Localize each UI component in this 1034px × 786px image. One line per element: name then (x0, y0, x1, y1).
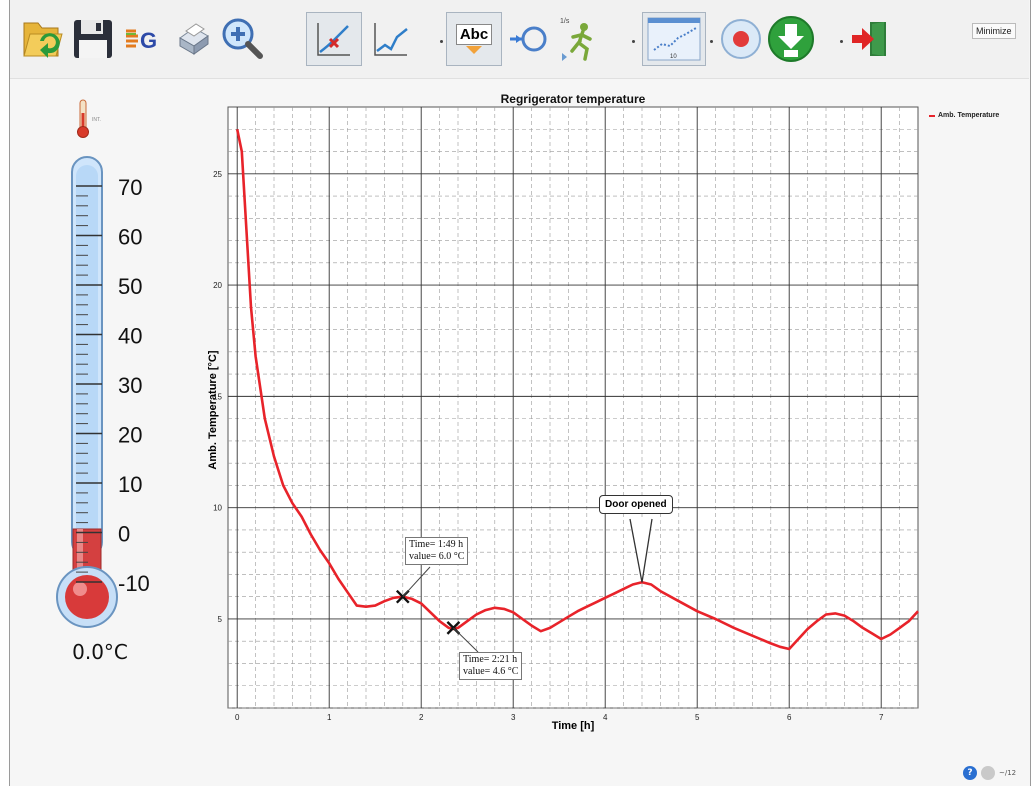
thermometer-scale: 70 60 50 40 30 20 10 0 -10 (76, 175, 150, 596)
x-tick-label: 3 (511, 713, 516, 722)
help-icon[interactable]: ? (963, 766, 977, 780)
chart-cursor-icon (317, 23, 350, 56)
temperature-series-line (235, 129, 919, 651)
record-button[interactable] (716, 10, 766, 68)
thermometer-value: 0.0°C (72, 640, 128, 664)
printer-icon (179, 23, 209, 55)
thermometer-scale-label: 70 (118, 175, 142, 200)
dropdown-dot[interactable] (440, 40, 443, 43)
plot-area (227, 106, 919, 709)
cursor-leader-line (453, 627, 479, 653)
cursor-leader-line (402, 566, 431, 598)
thermometer-icon-label: INT. (92, 117, 101, 123)
thermometer-scale-label: 20 (118, 423, 142, 448)
running-man-icon: 1/s (560, 18, 592, 61)
print-button[interactable] (168, 10, 218, 68)
graph-export-icon: G (126, 28, 157, 53)
thermometer-scale-label: 10 (118, 472, 142, 497)
door-opened-annotation[interactable]: Door opened (599, 495, 673, 514)
x-tick-label: 6 (787, 713, 792, 722)
x-axis-label: Time [h] (551, 720, 595, 732)
dropdown-dot[interactable] (840, 40, 843, 43)
minimize-button[interactable]: Minimize (972, 23, 1016, 39)
cursor-readout-1[interactable]: Time= 1:49 h value= 6.0 °C (405, 537, 469, 565)
legend-label: Amb. Temperature (938, 112, 1000, 119)
thermometer-scale-label: 0 (118, 522, 130, 547)
globe-icon[interactable] (981, 766, 995, 780)
download-icon (768, 16, 814, 62)
marker-button[interactable] (504, 10, 554, 68)
x-tick-label: 5 (695, 713, 700, 722)
dropdown-dot[interactable] (710, 40, 713, 43)
marker-ring-icon (510, 26, 547, 52)
abc-label: Abc (455, 23, 493, 45)
y-tick-label: 15 (213, 392, 222, 401)
thermometer-scale-label: 40 (118, 324, 142, 349)
step-button[interactable]: 10 (642, 12, 706, 66)
x-tick-label: 4 (603, 713, 608, 722)
cursor-readout-2[interactable]: Time= 2:21 h value= 4.6 °C (459, 652, 523, 680)
chart-cursor-button[interactable] (306, 12, 362, 66)
export-graph-button[interactable]: G (118, 10, 168, 68)
record-icon (721, 19, 761, 59)
x-tick-label: 2 (419, 713, 424, 722)
status-text: ~/12 (999, 769, 1017, 777)
exit-door-icon (852, 22, 886, 56)
step-label: 10 (670, 54, 677, 60)
zoom-in-icon (222, 18, 263, 59)
y-tick-label: 10 (213, 504, 222, 513)
chart-legend: Amb. Temperature (929, 112, 999, 119)
thermometer-scale-label: -10 (118, 571, 150, 596)
door-opened-pointer (629, 518, 653, 583)
run-button[interactable]: 1/s (556, 10, 606, 68)
cursor-readout-2-value: value= 4.6 °C (463, 666, 519, 677)
thermometer-scale-label: 30 (118, 373, 142, 398)
svg-text:G: G (140, 28, 157, 53)
thermometer-scale-label: 50 (118, 274, 142, 299)
annotation-text-button[interactable]: Abc (446, 12, 502, 66)
cursor-readout-2-time: Time= 2:21 h (463, 654, 518, 665)
abc-text-icon: Abc (455, 23, 493, 55)
thermometer-widget: INT. 70 60 50 40 30 20 10 0 -10 (56, 99, 150, 628)
x-tick-label: 1 (327, 713, 332, 722)
floppy-disk-icon (74, 20, 112, 58)
cursor-readout-1-value: value= 6.0 °C (409, 551, 465, 562)
cursor-readout-1-time: Time= 1:49 h (409, 539, 464, 550)
folder-open-icon (23, 22, 63, 58)
toolbar: G Abc (10, 0, 1029, 79)
step-chart-icon: 10 (647, 17, 701, 61)
x-tick-label: 7 (879, 713, 884, 722)
save-button[interactable] (68, 10, 118, 68)
dropdown-dot[interactable] (632, 40, 635, 43)
y-tick-label: 20 (213, 281, 222, 290)
exit-button[interactable] (846, 10, 896, 68)
speed-label: 1/s (560, 18, 570, 25)
y-tick-label: 5 (218, 615, 223, 624)
open-folder-button[interactable] (18, 10, 68, 68)
x-tick-label: 0 (235, 713, 240, 722)
legend-swatch (929, 114, 935, 117)
chart-title: Regrigerator temperature (500, 92, 646, 106)
thermometer-small-icon: INT. (77, 99, 101, 138)
chart-line-button[interactable] (366, 10, 416, 68)
status-bar: ? ~/12 (963, 766, 1016, 780)
line-chart-icon (374, 23, 408, 56)
zoom-button[interactable] (218, 10, 268, 68)
y-tick-label: 25 (213, 170, 222, 179)
thermometer-scale-label: 60 (118, 225, 142, 250)
download-button[interactable] (766, 10, 816, 68)
